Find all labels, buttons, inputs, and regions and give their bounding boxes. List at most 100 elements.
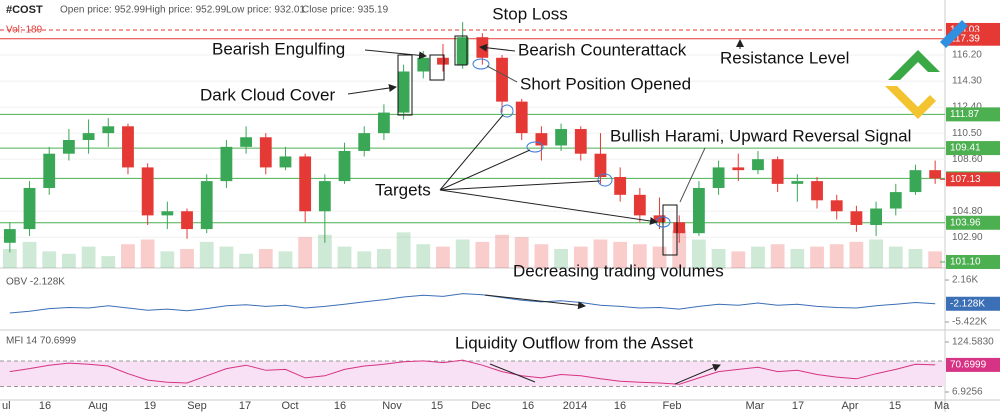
price-tag bbox=[946, 141, 1000, 156]
candle-body bbox=[63, 139, 75, 154]
high-price: High price: 952.99 bbox=[145, 5, 227, 16]
candle-body bbox=[909, 170, 922, 193]
volume-bar bbox=[42, 251, 57, 268]
price-tag-label: 103.96 bbox=[950, 217, 981, 228]
volume-bar bbox=[436, 246, 450, 268]
candle-body bbox=[555, 129, 567, 146]
x-tick-label: Aug bbox=[88, 400, 108, 412]
volume-bar bbox=[534, 244, 549, 268]
candle-body bbox=[417, 57, 430, 72]
volume-bar bbox=[357, 251, 372, 268]
x-tick-label: 17 bbox=[239, 400, 251, 412]
volume-bar bbox=[62, 253, 76, 268]
arrow bbox=[489, 364, 720, 385]
candle-body bbox=[299, 156, 312, 212]
candle-body bbox=[811, 181, 823, 201]
price-tag-label: 101.10 bbox=[950, 257, 981, 268]
pointer bbox=[486, 65, 518, 83]
volume-bar bbox=[416, 244, 431, 268]
volume-bar bbox=[849, 241, 864, 268]
arrow bbox=[484, 294, 586, 310]
candle-body bbox=[870, 208, 882, 225]
volume-bar bbox=[160, 251, 175, 268]
candle-body bbox=[122, 126, 134, 168]
volume-bar bbox=[298, 237, 313, 268]
pattern-box bbox=[454, 35, 468, 66]
target-marker bbox=[500, 104, 514, 118]
volume-bar bbox=[672, 230, 687, 268]
x-tick-label: Ma bbox=[934, 400, 950, 412]
x-tick-label: Mar bbox=[746, 400, 765, 412]
x-tick-label: 15 bbox=[889, 400, 901, 412]
volume-bar bbox=[731, 251, 746, 268]
volume-bar bbox=[790, 249, 805, 268]
volume-bar bbox=[121, 244, 135, 268]
y-tick-label: -5.422K bbox=[952, 317, 987, 328]
volume-bar bbox=[810, 246, 824, 268]
arrow bbox=[347, 84, 397, 95]
candle-body bbox=[259, 137, 272, 168]
candle-body bbox=[889, 192, 902, 209]
price-tag bbox=[946, 215, 1000, 230]
last-value-tag bbox=[946, 296, 1000, 311]
candle-body bbox=[43, 153, 56, 188]
pattern-box bbox=[429, 54, 445, 81]
volume-bar bbox=[554, 249, 568, 268]
y-tick-label: 114.30 bbox=[952, 76, 982, 87]
last-value-label: -2.128K bbox=[950, 298, 985, 309]
candle-body bbox=[181, 211, 193, 230]
x-tick-label: 16 bbox=[334, 400, 346, 412]
mfi-title: MFI 14 70.6999 bbox=[6, 336, 76, 347]
candle-body bbox=[141, 167, 154, 216]
volume-bar bbox=[573, 246, 588, 268]
y-tick-label: 102.90 bbox=[952, 232, 983, 243]
volume-bar bbox=[219, 246, 234, 268]
volume-bar bbox=[908, 249, 923, 268]
price-tag-label: 111.87 bbox=[950, 109, 980, 120]
annotation: Resistance Level bbox=[720, 48, 849, 67]
candle-body bbox=[515, 101, 528, 134]
open-price: Open price: 952.99 bbox=[60, 5, 145, 16]
y-tick-label: 108.60 bbox=[952, 154, 983, 165]
volume-bar bbox=[711, 249, 726, 268]
mfi-band bbox=[0, 360, 945, 387]
entry-marker bbox=[472, 58, 490, 70]
candle-body bbox=[456, 37, 469, 65]
arrow bbox=[364, 49, 427, 60]
candle-body bbox=[240, 137, 252, 147]
volume: Vol: 189 bbox=[6, 25, 43, 36]
volume-bar bbox=[81, 246, 96, 268]
x-tick-label: 15 bbox=[431, 400, 443, 412]
volume-bar bbox=[140, 239, 155, 268]
candle-body bbox=[574, 129, 587, 154]
annotation: Bearish Engulfing bbox=[212, 39, 345, 58]
x-tick-label: Dec bbox=[471, 400, 491, 412]
close-price: Close price: 935.19 bbox=[302, 5, 389, 16]
x-tick-label: 17 bbox=[792, 400, 804, 412]
x-tick-label: Nov bbox=[382, 400, 402, 412]
candle-body bbox=[496, 57, 508, 102]
volume-bar bbox=[239, 253, 253, 268]
volume-bar bbox=[22, 241, 37, 268]
candle-body bbox=[200, 181, 213, 230]
target-marker bbox=[597, 173, 613, 187]
volume-bar bbox=[396, 232, 411, 268]
annotation: Dark Cloud Cover bbox=[200, 85, 335, 104]
volume-bar bbox=[199, 241, 214, 268]
candle-body bbox=[437, 57, 449, 65]
annotation: Short Position Opened bbox=[520, 74, 691, 93]
candle-body bbox=[712, 167, 725, 188]
candle-body bbox=[102, 126, 115, 134]
obv-title: OBV -2.128K bbox=[6, 277, 65, 288]
volume-bar bbox=[337, 246, 352, 268]
volume-bar bbox=[751, 246, 765, 268]
candle-body bbox=[161, 211, 174, 216]
low-price: Low price: 932.01 bbox=[226, 5, 305, 16]
candle-body bbox=[594, 153, 607, 178]
price-tag-label: 107.13 bbox=[950, 174, 981, 185]
candle-body bbox=[397, 71, 410, 113]
y-tick-label: 112.40 bbox=[952, 102, 982, 113]
volume-bar bbox=[888, 246, 903, 268]
candle-body bbox=[850, 211, 863, 225]
